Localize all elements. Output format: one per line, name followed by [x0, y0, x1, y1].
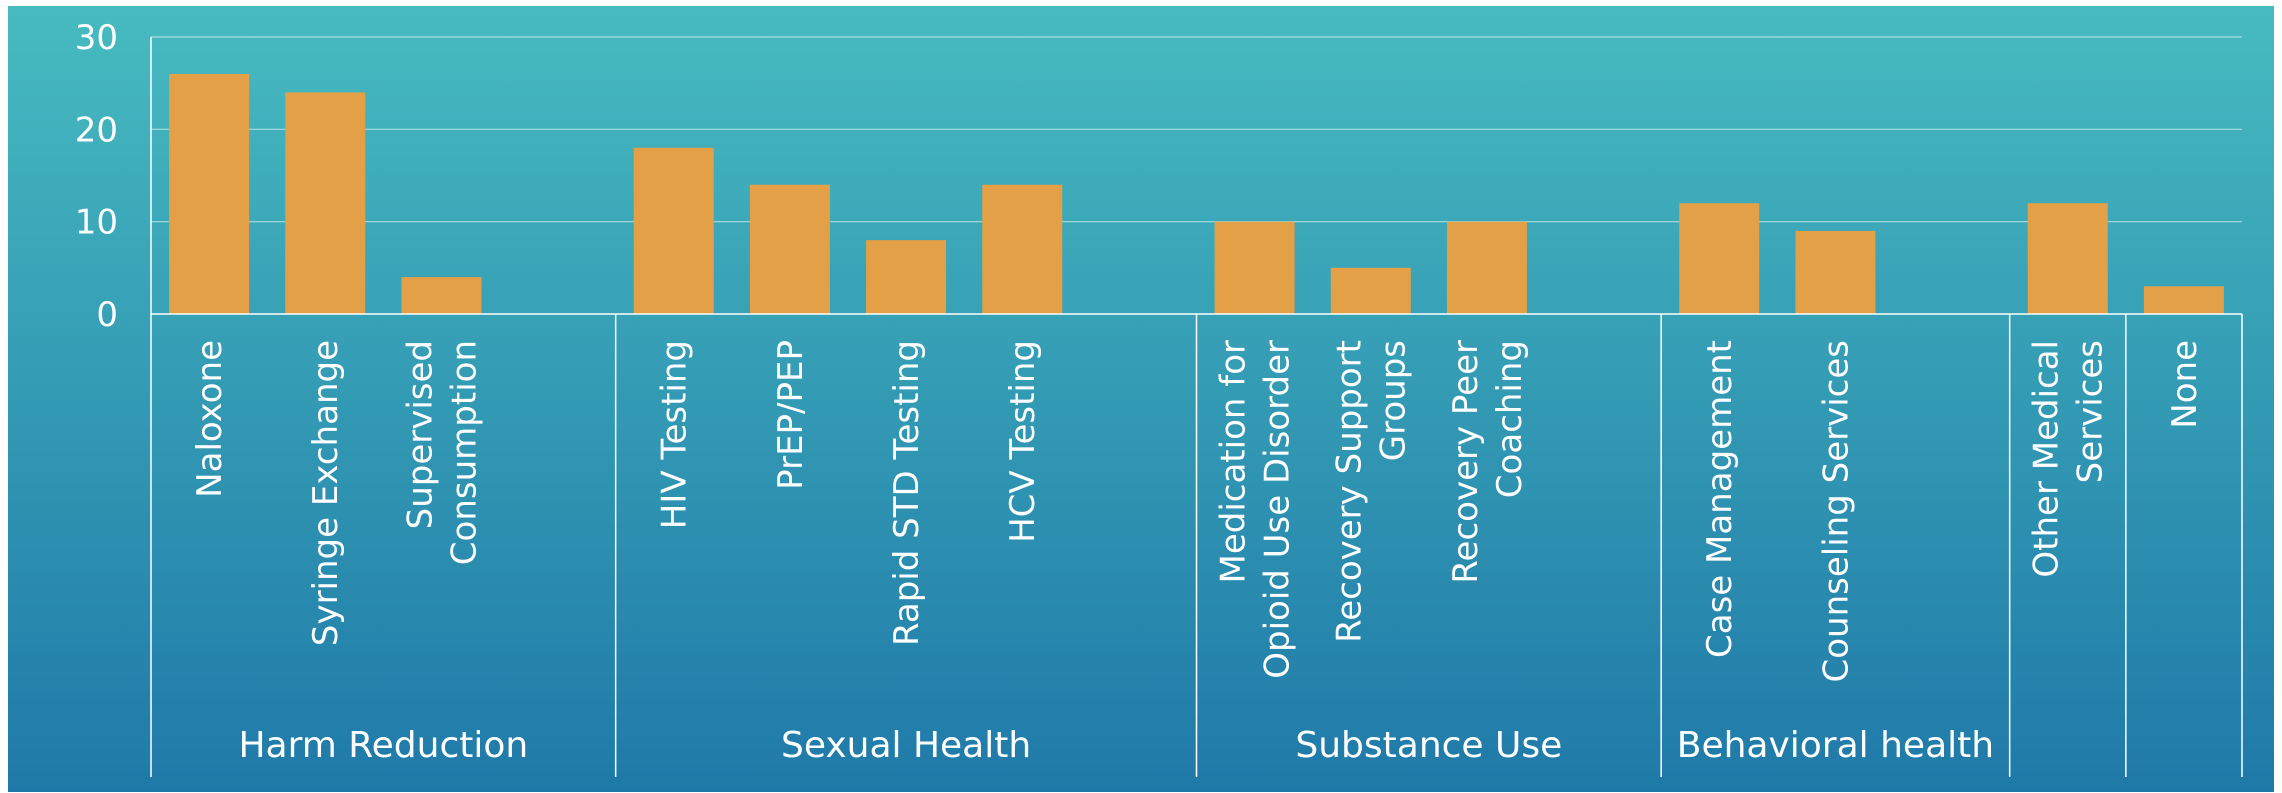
- category-label: PrEP/PEP: [771, 340, 811, 490]
- category-label: Supervised Consumption: [400, 340, 484, 565]
- category-label-text: Counseling Services: [1816, 340, 1856, 682]
- category-label: Naloxone: [190, 340, 230, 498]
- y-tick-label: 10: [75, 203, 118, 243]
- category-label-text: PrEP/PEP: [771, 340, 811, 490]
- category-label-text: Case Management: [1700, 340, 1740, 658]
- category-label-line: Naloxone: [190, 340, 230, 498]
- category-label-line: None: [2165, 340, 2205, 429]
- bar: [285, 92, 366, 315]
- bar-chart: 0 10 20 30 Naloxone Syringe Exchange Supervise…: [8, 6, 2274, 792]
- category-label-line: Coaching: [1490, 340, 1530, 498]
- bar: [169, 73, 250, 314]
- category-label-text: HIV Testing: [655, 340, 695, 529]
- bar: [866, 240, 947, 314]
- y-tick-label: 20: [75, 110, 118, 150]
- labels: 0 10 20 30 Naloxone Syringe Exchange Supervise…: [75, 18, 2205, 766]
- bar: [401, 277, 482, 314]
- category-label-line: Case Management: [1700, 340, 1740, 658]
- category-label-line: PrEP/PEP: [771, 340, 811, 490]
- bar: [633, 147, 714, 314]
- category-label-line: Counseling Services: [1816, 340, 1856, 682]
- category-label-line: Rapid STD Testing: [887, 340, 927, 646]
- bar: [2143, 286, 2224, 314]
- bar: [982, 184, 1063, 314]
- category-label: Case Management: [1700, 340, 1740, 658]
- category-label-line: HIV Testing: [655, 340, 695, 529]
- bar: [749, 184, 830, 314]
- category-label-text: Naloxone: [190, 340, 230, 498]
- category-label-line: Medication for: [1213, 340, 1253, 584]
- category-label-text: Syringe Exchange: [306, 340, 346, 646]
- bar: [1795, 230, 1876, 314]
- category-label-text: Recovery Peer Coaching: [1446, 340, 1530, 584]
- group-label: Sexual Health: [781, 725, 1031, 766]
- category-label: Medication for Opioid Use Disorder: [1213, 340, 1297, 679]
- category-label: HIV Testing: [655, 340, 695, 529]
- chart-container: 0 10 20 30 Naloxone Syringe Exchange Supervise…: [8, 6, 2274, 792]
- chart-background: [8, 6, 2274, 792]
- y-tick-label: 0: [96, 295, 118, 335]
- category-label-line: Opioid Use Disorder: [1257, 340, 1297, 679]
- y-tick-label: 30: [75, 18, 118, 58]
- category-label-text: HCV Testing: [1003, 340, 1043, 543]
- category-label-line: Recovery Peer: [1446, 340, 1486, 584]
- bar: [1679, 203, 1760, 314]
- bar: [1214, 221, 1295, 314]
- category-label: Syringe Exchange: [306, 340, 346, 646]
- category-label-line: Groups: [1374, 340, 1414, 461]
- category-label-text: Medication for Opioid Use Disorder: [1213, 340, 1297, 679]
- bar: [1446, 221, 1527, 314]
- category-label-line: Recovery Support: [1330, 340, 1370, 643]
- category-label-line: HCV Testing: [1003, 340, 1043, 543]
- category-label-line: Services: [2071, 340, 2111, 483]
- category-label: Recovery Support Groups: [1330, 340, 1414, 643]
- gridlines: [151, 36, 2242, 223]
- category-label: HCV Testing: [1003, 340, 1043, 543]
- group-label: Behavioral health: [1677, 725, 1994, 766]
- category-label-text: Other Medical Services: [2027, 340, 2111, 578]
- category-label-line: Other Medical: [2027, 340, 2067, 578]
- category-label-text: Rapid STD Testing: [887, 340, 927, 646]
- category-label-line: Consumption: [444, 340, 484, 565]
- category-label-text: Recovery Support Groups: [1330, 340, 1414, 643]
- bars: [169, 73, 2224, 315]
- group-label: Substance Use: [1295, 725, 1562, 766]
- bar: [2027, 203, 2108, 314]
- category-label: None: [2165, 340, 2205, 429]
- category-label-text: None: [2165, 340, 2205, 429]
- category-label: Other Medical Services: [2027, 340, 2111, 578]
- bar: [1330, 267, 1411, 314]
- category-label: Counseling Services: [1816, 340, 1856, 682]
- category-label: Recovery Peer Coaching: [1446, 340, 1530, 584]
- category-label: Rapid STD Testing: [887, 340, 927, 646]
- category-label-text: Supervised Consumption: [400, 340, 484, 565]
- group-label: Harm Reduction: [238, 725, 528, 766]
- axes: [150, 37, 2243, 777]
- category-label-line: Supervised: [400, 340, 440, 529]
- category-label-line: Syringe Exchange: [306, 340, 346, 646]
